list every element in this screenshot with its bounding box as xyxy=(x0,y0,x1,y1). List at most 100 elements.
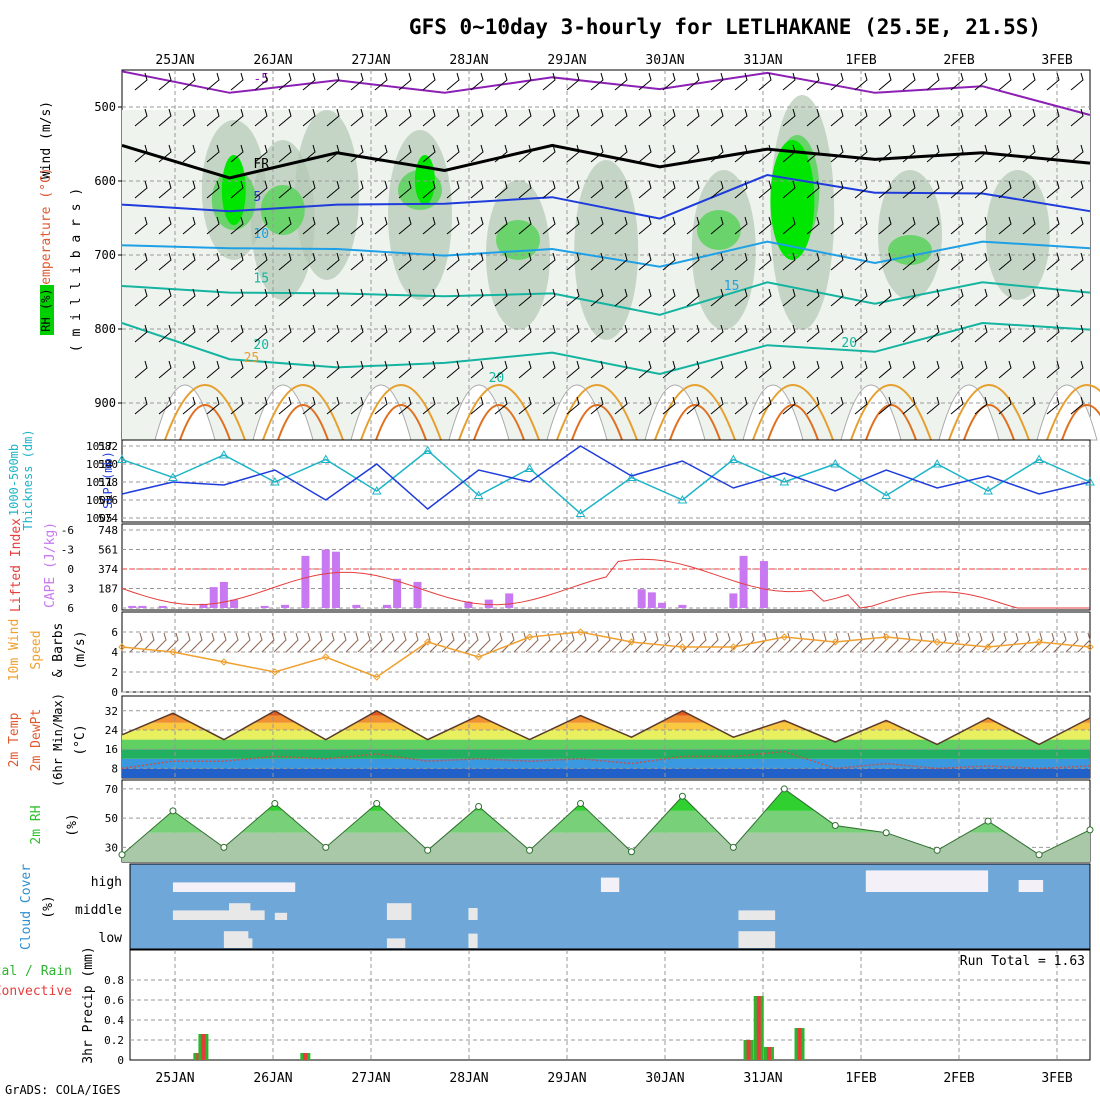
wind10m-barb xyxy=(1029,632,1043,653)
wind-barb xyxy=(902,360,916,379)
thickness-marker xyxy=(830,458,841,468)
run-total: Run Total = 1.63 xyxy=(960,954,1085,969)
cape-label: CAPE (J/kg) xyxy=(43,522,58,608)
wind-barb xyxy=(446,180,460,199)
wind-barb xyxy=(830,72,844,91)
wind10m-barb xyxy=(309,632,323,653)
wind-barb xyxy=(590,396,604,415)
wind-barb xyxy=(662,396,676,415)
isotherm-30 xyxy=(375,404,427,441)
cape-bars xyxy=(128,549,768,608)
wind-barb xyxy=(230,108,244,127)
wind-barb xyxy=(254,144,268,163)
bottom-date-label: 1FEB xyxy=(845,1071,876,1086)
wind-barb xyxy=(926,108,940,127)
wind-barb xyxy=(854,324,868,343)
wind-barb xyxy=(230,324,244,343)
wind10m-barb xyxy=(705,632,719,653)
wind-barb xyxy=(950,180,964,199)
slp-tick: 1008 xyxy=(86,494,113,507)
rh-green-core xyxy=(888,235,932,265)
top-date-label: 29JAN xyxy=(547,53,586,68)
wind-barb xyxy=(878,252,892,271)
wind-barb xyxy=(470,216,484,235)
wind10m-barb xyxy=(477,632,491,653)
cape-bar xyxy=(138,605,147,608)
wind-barb xyxy=(878,144,892,163)
precip-label-b: Convective xyxy=(0,984,72,999)
cape-bar xyxy=(331,551,340,608)
wind-barb xyxy=(830,288,844,307)
wind-barb xyxy=(254,252,268,271)
wind-barb xyxy=(590,216,604,235)
thickness-tick: 578 xyxy=(98,476,118,489)
wind10m-barb xyxy=(237,632,251,653)
wind-barb xyxy=(878,360,892,379)
cape-bar xyxy=(505,593,514,608)
bottom-date-label: 3FEB xyxy=(1041,1071,1072,1086)
wind10m-barb xyxy=(369,632,383,653)
slp-axis: 1017 1014 1011 1008 1005 xyxy=(86,440,113,525)
wind-barb xyxy=(1046,288,1060,307)
wind10m-barb xyxy=(789,632,803,653)
wind-barb xyxy=(278,180,292,199)
thickness-tick: 580 xyxy=(98,458,118,471)
wind-barb xyxy=(854,108,868,127)
wind-barb xyxy=(902,288,916,307)
wind-barb xyxy=(902,324,916,343)
wind-barb xyxy=(254,216,268,235)
thickness-marker xyxy=(117,454,127,463)
wind-barb xyxy=(494,324,508,343)
wind-barb xyxy=(926,144,940,163)
wind10m-marker xyxy=(933,638,941,646)
wind10m-barb xyxy=(417,632,431,653)
wind10m-barb xyxy=(225,632,239,653)
li-tick: 3 xyxy=(67,583,74,596)
top-date-label: 30JAN xyxy=(645,53,684,68)
wind-barb xyxy=(782,324,796,343)
wind10m-barb xyxy=(681,632,695,653)
wind-barb xyxy=(326,324,340,343)
wind-barb xyxy=(470,180,484,199)
cape-bar xyxy=(729,593,738,608)
wind10m-axis: 6 4 2 0 xyxy=(111,626,118,699)
isotherm-15 xyxy=(121,281,1091,316)
wind-barb xyxy=(446,324,460,343)
wind-barb xyxy=(806,180,820,199)
slp-tick: 1005 xyxy=(86,512,113,525)
isotherm-30 xyxy=(277,404,329,441)
wind-barb xyxy=(158,72,172,91)
wind-barb xyxy=(1070,288,1084,307)
top-date-label: 31JAN xyxy=(743,53,782,68)
wind-barb xyxy=(878,72,892,91)
wind10m-barb xyxy=(717,632,731,653)
rh2m-label-a: 2m RH xyxy=(29,805,44,844)
wind-barb xyxy=(542,180,556,199)
precip-panel: 0.8 0.6 0.4 0.2 0 Run Total = 1.63 Total / R… xyxy=(0,946,1091,1067)
temp2m-lines xyxy=(121,709,1091,770)
wind-barb xyxy=(950,396,964,415)
wind-barb xyxy=(734,396,748,415)
wind10m-barb xyxy=(285,632,299,653)
wind-barb xyxy=(350,216,364,235)
isotherm-label: 20 xyxy=(253,338,269,353)
wind-barb xyxy=(614,252,628,271)
wind10m-barb xyxy=(993,632,1007,653)
thickness-marker xyxy=(473,490,484,499)
wind-barb xyxy=(854,180,868,199)
wind-barb xyxy=(686,72,700,91)
isotherm-25 xyxy=(164,384,246,441)
wind10m-barb xyxy=(669,632,683,653)
wind-barb xyxy=(614,360,628,379)
wind-barb xyxy=(158,180,172,199)
wind10m-barb xyxy=(561,632,575,653)
wind-barb xyxy=(782,144,796,163)
wind-barb xyxy=(182,180,196,199)
wind-barb xyxy=(1046,360,1060,379)
wind-barb xyxy=(278,144,292,163)
wind-barb xyxy=(158,324,172,343)
cape-bar xyxy=(413,581,422,608)
wind10m-panel: 6 4 2 0 10m Wind Speed & Barbs (m/s) xyxy=(7,611,1094,699)
precip-tick: 0.4 xyxy=(104,1014,124,1027)
wind-barb xyxy=(662,324,676,343)
